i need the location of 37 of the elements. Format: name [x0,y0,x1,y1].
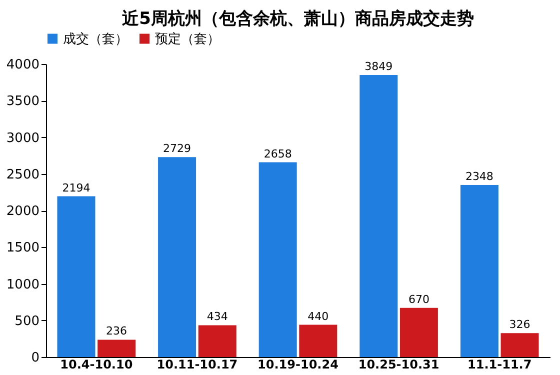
bar [400,308,438,357]
x-tick-label: 10.11-10.17 [156,358,238,372]
data-label: 670 [408,292,430,306]
y-tick-label: 2000 [6,204,40,219]
y-tick-label: 4000 [6,58,40,72]
data-label: 326 [509,318,530,332]
y-tick-label: 1000 [6,277,40,292]
x-tick-label: 10.19-10.24 [258,358,338,372]
bar [500,333,539,357]
data-label: 2194 [62,181,90,194]
bar [360,75,398,357]
bar [460,185,498,357]
legend-label: 成交（套） [63,30,128,47]
data-label: 3849 [364,60,393,74]
bar [158,157,196,357]
y-tick-label: 2500 [6,167,40,182]
x-tick-label: 10.25-10.31 [358,358,440,372]
data-label: 2348 [465,170,494,184]
chart-title: 近5周杭州（包含余杭、萧山）商品房成交走势 [121,9,474,29]
y-tick-label: 3500 [6,94,40,110]
x-tick-label: 10.4-10.10 [60,358,133,372]
data-label: 2729 [163,142,192,156]
bar [198,325,236,357]
data-label: 434 [206,310,228,324]
y-tick-label: 1500 [6,240,40,256]
y-tick-label: 3000 [6,130,40,146]
bar [98,340,136,357]
data-label: 2658 [264,147,292,160]
bar [299,324,338,357]
y-tick-label: 0 [31,350,40,366]
bar [57,196,96,357]
data-label: 236 [106,324,128,338]
bar [258,162,297,357]
data-label: 440 [308,310,329,323]
x-tick-label: 11.1-11.7 [468,358,532,372]
y-tick-label: 500 [14,314,40,329]
legend-label: 预定（套） [155,32,220,47]
